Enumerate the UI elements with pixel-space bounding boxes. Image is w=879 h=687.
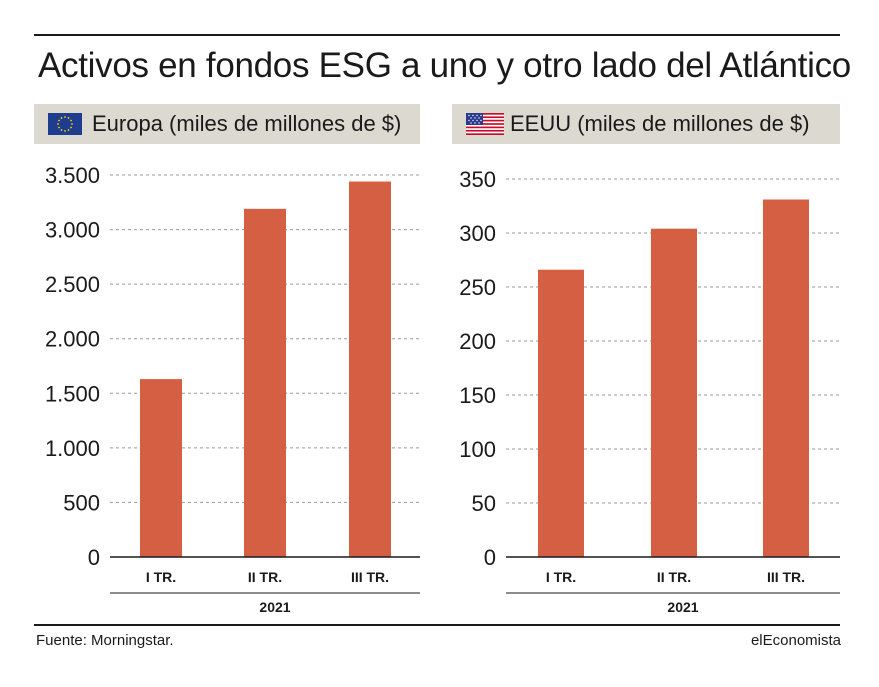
europe-ytick-label: 3.000: [45, 218, 100, 243]
source-note: Fuente: Morningstar.: [36, 632, 174, 649]
usa-bar-2: [651, 228, 697, 557]
europe-ytick-label: 1.000: [45, 436, 100, 461]
europe-category-label: II TR.: [248, 569, 282, 585]
europe-panel-header: Europa (miles de millones de $): [34, 104, 420, 144]
usa-ytick-label: 150: [459, 383, 496, 408]
europe-category-label: I TR.: [146, 569, 176, 585]
usa-ytick-label: 300: [459, 221, 496, 246]
usa-bar-3: [763, 199, 809, 557]
usa-panel-header: EEUU (miles de millones de $): [452, 104, 840, 144]
europe-year-label: 2021: [259, 599, 290, 615]
usa-chart-title: EEUU (miles de millones de $): [510, 111, 810, 136]
europe-ytick-label: 2.000: [45, 327, 100, 352]
bottom-rule: [34, 624, 840, 626]
usa-bar-1: [538, 269, 584, 557]
usa-ytick-label: 350: [459, 167, 496, 192]
europe-ytick-label: 2.500: [45, 272, 100, 297]
europe-chart-title: Europa (miles de millones de $): [92, 111, 402, 136]
europe-category-label: III TR.: [351, 569, 389, 585]
usa-category-label: III TR.: [767, 569, 805, 585]
usa-ytick-label: 50: [472, 491, 496, 516]
europe-bar-3: [349, 181, 391, 557]
usa-ytick-label: 250: [459, 275, 496, 300]
eu-flag-icon: [48, 113, 82, 135]
usa-category-label: I TR.: [546, 569, 576, 585]
page-title: Activos en fondos ESG a uno y otro lado …: [38, 46, 851, 85]
top-rule: [34, 34, 840, 36]
europe-ytick-label: 0: [88, 545, 100, 570]
europe-ytick-label: 3.500: [45, 163, 100, 188]
usa-category-label: II TR.: [657, 569, 691, 585]
europe-bar-1: [140, 379, 182, 557]
usa-ytick-label: 0: [484, 545, 496, 570]
usa-ytick-label: 100: [459, 437, 496, 462]
us-flag-icon: [466, 113, 504, 135]
brand-name: elEconomista: [750, 632, 841, 649]
usa-year-label: 2021: [667, 599, 698, 615]
europe-ytick-label: 500: [63, 490, 100, 515]
europe-ytick-label: 1.500: [45, 381, 100, 406]
usa-ytick-label: 200: [459, 329, 496, 354]
europe-bar-2: [244, 208, 286, 557]
